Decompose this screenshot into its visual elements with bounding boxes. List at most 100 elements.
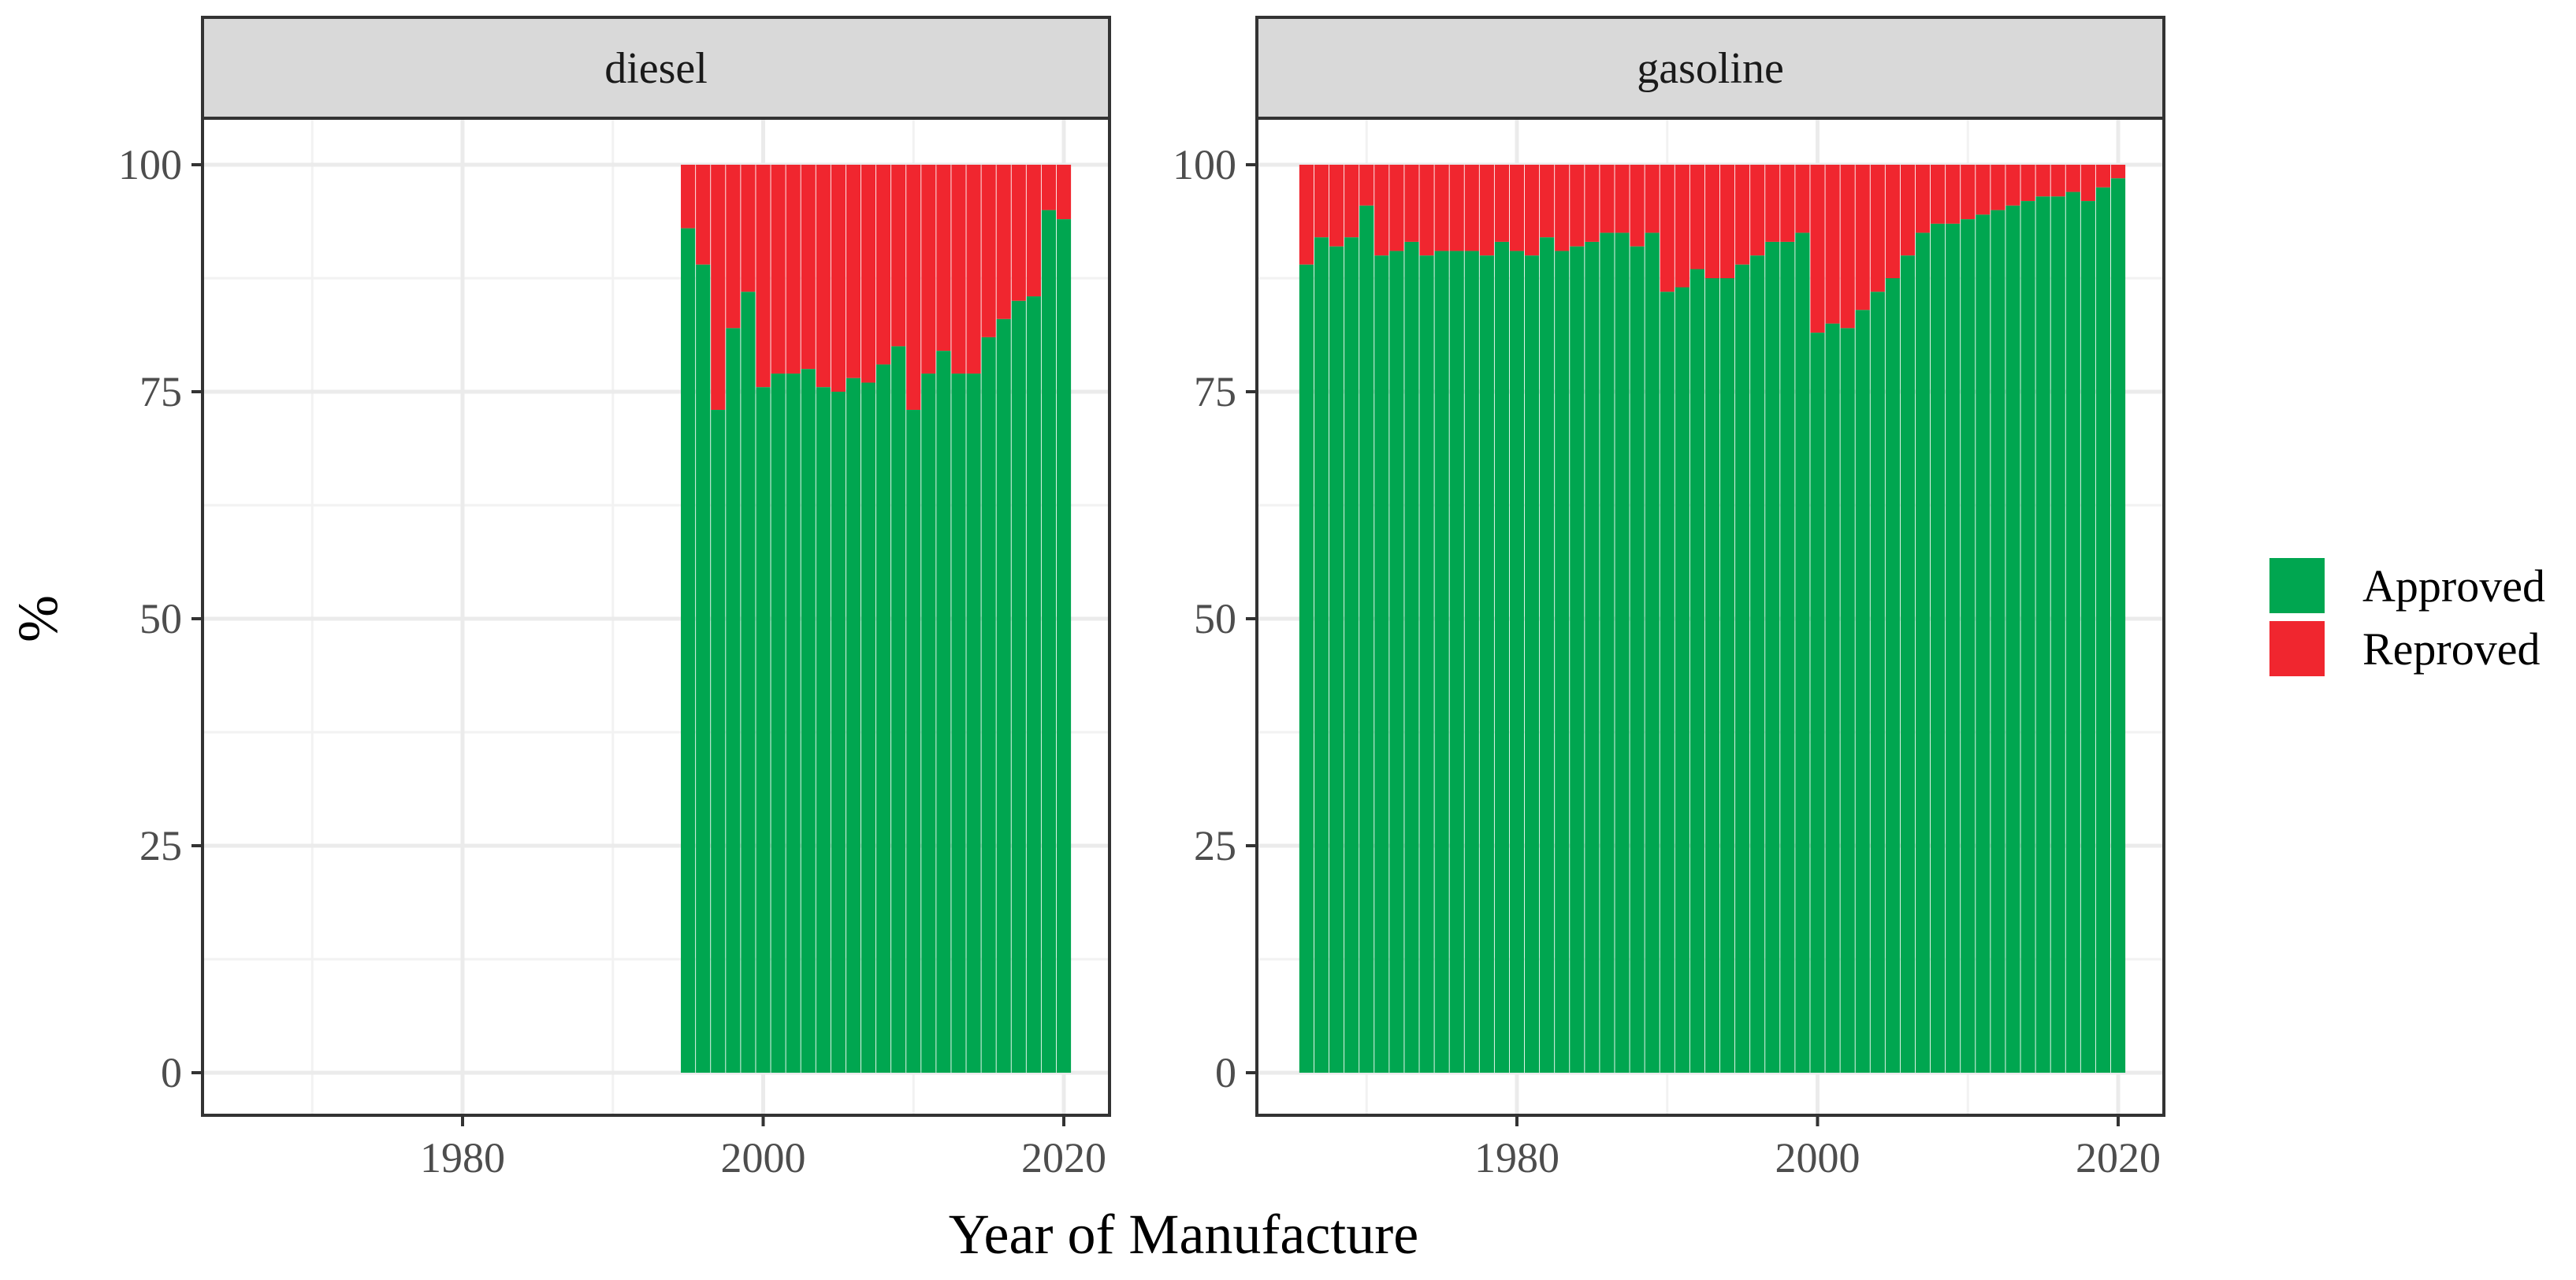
bar-approved-gasoline-1986 <box>1600 233 1615 1073</box>
bar-reproved-gasoline-1981 <box>1524 165 1540 256</box>
bar-reproved-gasoline-2000 <box>1810 165 1825 333</box>
bar-reproved-gasoline-2010 <box>1961 165 1976 220</box>
bar-approved-gasoline-2016 <box>2050 196 2065 1073</box>
bar-approved-gasoline-1992 <box>1689 269 1704 1073</box>
bar-approved-gasoline-2003 <box>1855 310 1870 1073</box>
bar-approved-gasoline-1995 <box>1735 264 1750 1073</box>
legend-label-approved: Approved <box>2362 560 2545 612</box>
bar-approved-gasoline-1996 <box>1750 255 1765 1073</box>
x-tick-label: 1980 <box>1474 1134 1559 1181</box>
bar-reproved-gasoline-1977 <box>1464 165 1479 251</box>
bar-approved-gasoline-2019 <box>2095 187 2111 1073</box>
bar-reproved-diesel-2004 <box>816 165 831 388</box>
bar-reproved-gasoline-1967 <box>1314 165 1329 238</box>
facet-strip-label: diesel <box>604 44 708 93</box>
bar-reproved-gasoline-2009 <box>1946 165 1961 224</box>
bar-reproved-diesel-2020 <box>1056 165 1072 220</box>
bar-reproved-diesel-1997 <box>711 165 726 411</box>
bar-approved-diesel-2003 <box>801 369 816 1073</box>
bar-approved-diesel-2016 <box>996 318 1011 1073</box>
bar-reproved-diesel-2013 <box>951 165 966 374</box>
bar-reproved-gasoline-2019 <box>2095 165 2111 188</box>
bar-approved-gasoline-1974 <box>1419 255 1434 1073</box>
bar-approved-gasoline-1983 <box>1555 251 1570 1073</box>
bar-reproved-gasoline-2013 <box>2005 165 2020 206</box>
bar-approved-gasoline-2009 <box>1946 223 1961 1073</box>
bar-reproved-diesel-2009 <box>891 165 906 347</box>
bar-approved-gasoline-1970 <box>1359 205 1374 1073</box>
facet-strip <box>201 16 1111 120</box>
x-axis-title: Year of Manufacture <box>949 1203 1418 1266</box>
bar-reproved-gasoline-1969 <box>1344 165 1359 238</box>
bar-approved-diesel-2019 <box>1041 210 1057 1073</box>
y-tick-label: 100 <box>1173 141 1236 188</box>
facet-strip <box>1255 16 2165 120</box>
bar-reproved-gasoline-1987 <box>1615 165 1630 233</box>
bar-approved-diesel-2015 <box>981 337 996 1073</box>
bar-reproved-diesel-1998 <box>726 165 741 329</box>
bar-reproved-diesel-1996 <box>696 165 711 265</box>
y-tick-label: 0 <box>1215 1049 1236 1096</box>
bar-approved-gasoline-1982 <box>1540 237 1555 1073</box>
bar-approved-gasoline-2005 <box>1885 278 1900 1073</box>
x-tick-label: 2000 <box>721 1134 806 1181</box>
bar-reproved-gasoline-2015 <box>2035 165 2050 197</box>
bar-reproved-gasoline-2007 <box>1915 165 1931 233</box>
x-tick-label: 1980 <box>420 1134 505 1181</box>
bar-reproved-gasoline-1979 <box>1494 165 1510 242</box>
bar-reproved-gasoline-1980 <box>1509 165 1525 251</box>
bar-approved-gasoline-1967 <box>1314 237 1329 1073</box>
panel-gasoline: gasoline 0 25 50 75 100 1980 2000 2020 <box>1173 16 2165 1181</box>
bar-approved-diesel-2012 <box>936 351 951 1073</box>
bar-reproved-gasoline-1993 <box>1704 165 1720 278</box>
bar-approved-diesel-1996 <box>696 264 711 1073</box>
bar-reproved-gasoline-1985 <box>1585 165 1600 242</box>
bar-approved-diesel-2001 <box>771 373 786 1073</box>
bar-reproved-gasoline-1999 <box>1795 165 1810 233</box>
bar-approved-gasoline-2010 <box>1961 219 1976 1073</box>
y-tick-label: 50 <box>139 595 182 642</box>
bar-approved-gasoline-2013 <box>2005 205 2020 1073</box>
bar-reproved-gasoline-2002 <box>1840 165 1855 329</box>
bar-approved-gasoline-1987 <box>1615 233 1630 1073</box>
bar-approved-diesel-1997 <box>711 410 726 1073</box>
bar-approved-gasoline-1984 <box>1570 246 1585 1073</box>
bar-reproved-diesel-2011 <box>921 165 936 374</box>
bar-approved-gasoline-2007 <box>1915 233 1931 1073</box>
bar-reproved-gasoline-1983 <box>1555 165 1570 251</box>
bar-approved-diesel-2000 <box>756 387 771 1073</box>
bar-approved-diesel-2013 <box>951 373 966 1073</box>
bar-approved-gasoline-2017 <box>2065 192 2080 1073</box>
bar-approved-gasoline-1991 <box>1675 287 1689 1073</box>
bar-reproved-gasoline-2020 <box>2110 165 2126 179</box>
bar-approved-gasoline-2012 <box>1991 210 2005 1073</box>
bar-approved-gasoline-1979 <box>1494 241 1510 1073</box>
bar-reproved-gasoline-1982 <box>1540 165 1555 238</box>
bar-approved-diesel-2002 <box>786 373 801 1073</box>
bar-approved-gasoline-1980 <box>1509 251 1525 1073</box>
y-axis-title: % <box>6 595 69 642</box>
bar-approved-diesel-2004 <box>816 387 831 1073</box>
bar-reproved-diesel-2018 <box>1026 165 1041 297</box>
bar-reproved-diesel-2002 <box>786 165 801 374</box>
bar-reproved-gasoline-1988 <box>1630 165 1645 247</box>
bar-reproved-diesel-2010 <box>906 165 921 411</box>
bar-reproved-gasoline-2003 <box>1855 165 1870 311</box>
bar-reproved-gasoline-2017 <box>2065 165 2080 192</box>
bar-reproved-gasoline-2004 <box>1870 165 1885 292</box>
bar-approved-diesel-2007 <box>861 382 876 1073</box>
bar-approved-gasoline-2004 <box>1870 292 1885 1073</box>
legend: Approved Reproved <box>2269 558 2545 676</box>
bar-approved-diesel-2009 <box>891 346 906 1073</box>
bar-reproved-gasoline-1997 <box>1765 165 1780 242</box>
bar-approved-gasoline-1977 <box>1464 251 1479 1073</box>
bar-approved-gasoline-1989 <box>1645 233 1660 1073</box>
bar-reproved-gasoline-1995 <box>1735 165 1750 265</box>
bar-reproved-gasoline-2006 <box>1900 165 1916 256</box>
bar-approved-diesel-2010 <box>906 410 921 1073</box>
bar-reproved-gasoline-2012 <box>1991 165 2005 210</box>
bar-reproved-gasoline-1986 <box>1600 165 1615 233</box>
y-tick-label: 0 <box>161 1049 182 1096</box>
